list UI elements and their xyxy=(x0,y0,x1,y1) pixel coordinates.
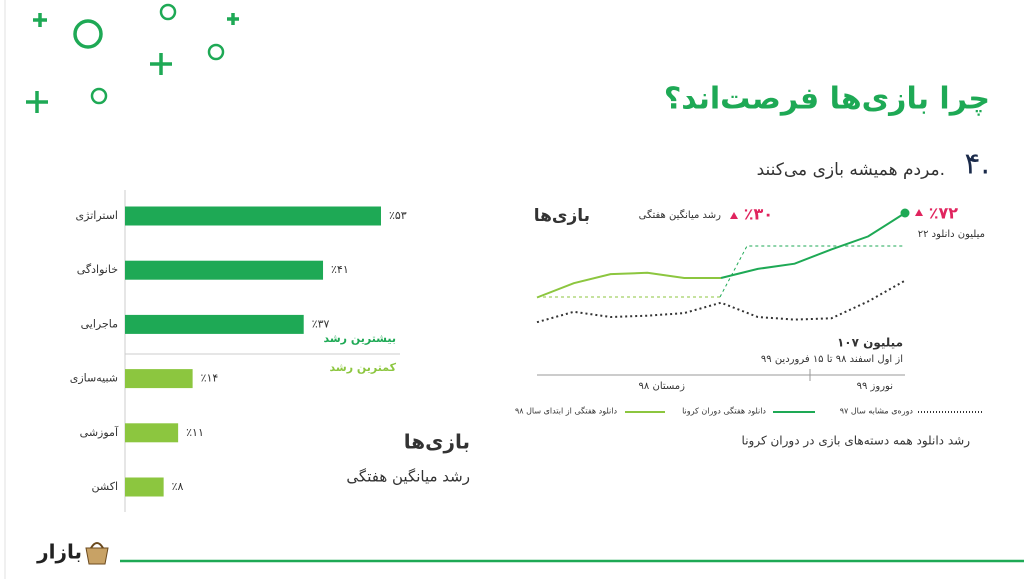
category-label: شبیه‌سازی xyxy=(70,372,118,385)
caption: رشد دانلود همه دسته‌های بازی در دوران کر… xyxy=(742,434,971,449)
side-subtitle: رشد میانگین هفتگی xyxy=(346,468,470,486)
period-label: نوروز ۹۹ xyxy=(857,381,893,392)
slide-subtitle: مردم همیشه بازی می‌کنند. xyxy=(757,160,945,180)
value-label: ٪۴۱ xyxy=(331,263,349,276)
annotation: بیشترین رشد xyxy=(323,332,396,345)
category-label: ماجرایی xyxy=(81,317,119,330)
value-label: ٪۳۷ xyxy=(312,317,330,330)
bar xyxy=(125,206,381,226)
logo: بازار xyxy=(36,540,82,564)
up-triangle xyxy=(915,209,923,216)
growth-label: ٪۳۰ xyxy=(744,205,773,224)
bar xyxy=(125,314,304,334)
decoration xyxy=(26,3,239,113)
legend-label: دانلود هفتگی از ابتدای سال ۹۸ xyxy=(515,406,617,416)
legend-label: دانلود هفتگی دوران کرونا xyxy=(682,406,766,416)
slide-title: چرا بازی‌ها فرصت‌اند؟ xyxy=(664,82,990,117)
series-line xyxy=(720,212,906,279)
slide-number: ۴. xyxy=(964,147,990,182)
legend-label: دوره‌ی مشابه سال ۹۷ xyxy=(840,407,914,416)
value-label: ٪۱۱ xyxy=(186,426,204,439)
bar xyxy=(125,260,324,280)
category-label: استراتژی xyxy=(76,209,118,222)
category-label: آموزشی xyxy=(80,425,119,439)
bar xyxy=(125,423,179,443)
total-caption: از اول اسفند ۹۸ تا ۱۵ فروردین ۹۹ xyxy=(761,354,903,365)
value-label: ٪۱۴ xyxy=(201,372,219,385)
peak-label: ٪۷۲ xyxy=(929,204,959,223)
peak-caption: ۲۲ میلیون دانلود xyxy=(918,229,985,240)
series-line xyxy=(536,279,906,324)
value-label: ٪۵۳ xyxy=(389,209,407,222)
bar xyxy=(125,477,164,497)
category-label: خانوادگی xyxy=(77,263,118,276)
series-line xyxy=(536,271,721,299)
category-label: اکشن xyxy=(92,480,118,493)
growth-caption: رشد میانگین هفتگی xyxy=(639,209,722,221)
bar xyxy=(125,369,193,389)
up-triangle xyxy=(730,212,738,219)
end-marker xyxy=(900,208,910,218)
value-label: ٪۸ xyxy=(172,480,184,493)
logo-icon xyxy=(85,542,109,565)
reference-line xyxy=(719,245,905,298)
chart-title: بازی‌ها xyxy=(534,206,590,226)
side-title: بازی‌ها xyxy=(404,430,470,454)
period-label: زمستان ۹۸ xyxy=(639,381,686,392)
total-label: ۱۰۷ میلیون xyxy=(837,336,903,351)
annotation: کمترین رشد xyxy=(330,361,397,374)
